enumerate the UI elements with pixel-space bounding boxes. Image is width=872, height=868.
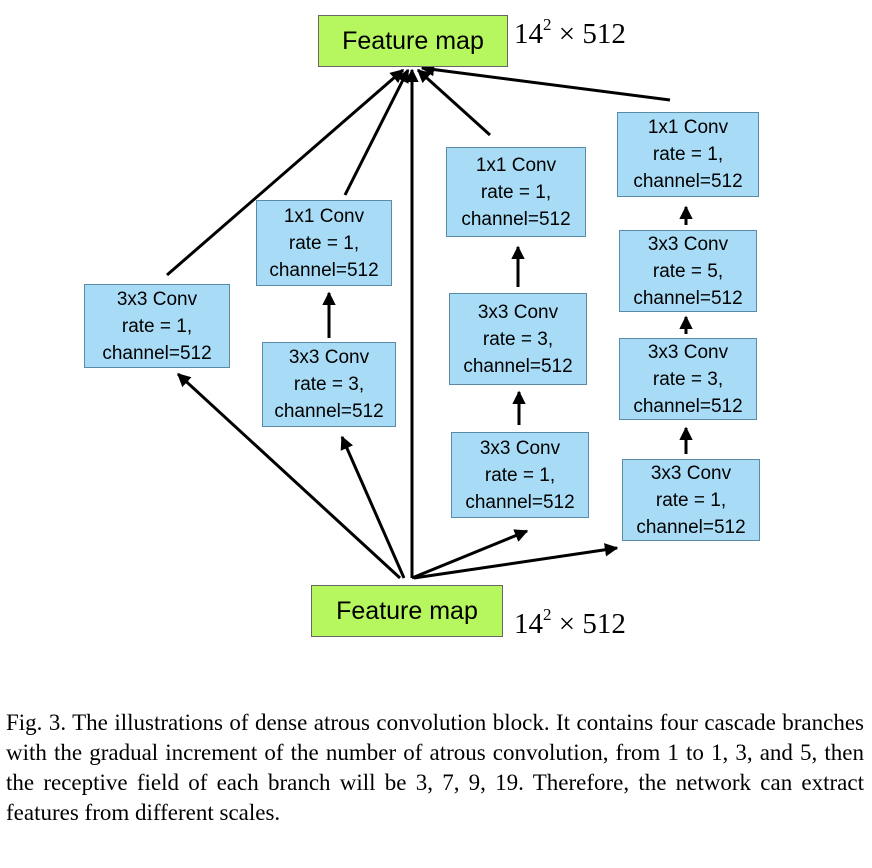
bottom-feature-map-dims: 142 × 512 <box>514 605 626 640</box>
figure-caption: Fig. 3. The illustrations of dense atrou… <box>6 710 864 825</box>
branch4-conv1: 3x3 Conv rate = 1, channel=512 <box>622 459 760 541</box>
bottom-feature-map-label: Feature map <box>336 596 478 625</box>
branch4-conv3: 3x3 Conv rate = 5, channel=512 <box>619 230 757 312</box>
top-feature-map-dims: 142 × 512 <box>514 15 626 50</box>
arrow-input-to-branch1 <box>176 372 402 580</box>
branch2-conv2: 1x1 Conv rate = 1, channel=512 <box>256 200 392 286</box>
branch4-conv2: 3x3 Conv rate = 3, channel=512 <box>619 338 757 420</box>
branch1-conv1: 3x3 Conv rate = 1, channel=512 <box>84 284 230 368</box>
top-feature-map-label: Feature map <box>342 26 484 55</box>
arrow-input-to-branch4 <box>413 543 619 580</box>
arrow-branch2-to-top <box>343 68 410 196</box>
arrow-branch1-to-top <box>166 68 405 277</box>
dense-atrous-convolution-diagram: Feature map 142 × 512 Feature map 142 × … <box>84 15 760 640</box>
branch3-conv1: 3x3 Conv rate = 1, channel=512 <box>451 432 589 518</box>
bottom-feature-map: Feature map <box>311 585 503 637</box>
branch3-conv2: 3x3 Conv rate = 3, channel=512 <box>449 293 587 385</box>
branch4-conv4: 1x1 Conv rate = 1, channel=512 <box>617 112 759 197</box>
branch3-conv3: 1x1 Conv rate = 1, channel=512 <box>446 147 586 237</box>
top-feature-map: Feature map <box>318 15 508 67</box>
arrow-input-to-branch3 <box>411 529 529 580</box>
arrow-branch4-to-top <box>420 62 671 102</box>
arrow-branch3-to-top <box>416 68 492 137</box>
arrow-input-to-branch2 <box>340 435 406 579</box>
connection-arrows <box>166 62 693 580</box>
branch2-conv1: 3x3 Conv rate = 3, channel=512 <box>262 342 396 427</box>
